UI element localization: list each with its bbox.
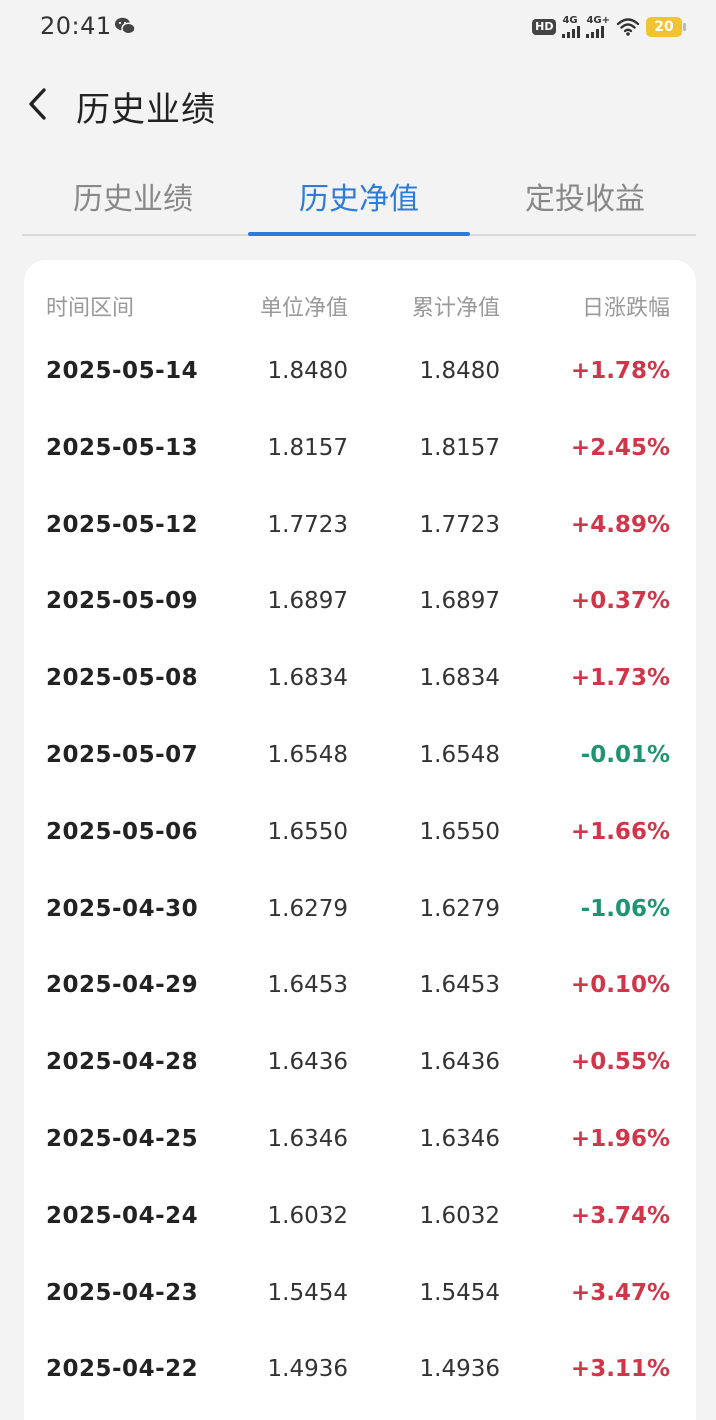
row-acc-nav: 1.6897 [419,588,500,615]
table-row[interactable]: 2025-05-09 1.6897 1.6897 +0.37% [24,586,696,662]
row-daily-change: +0.37% [570,588,670,615]
table-row[interactable]: 2025-05-14 1.8480 1.8480 +1.78% [24,356,696,432]
row-daily-change: +3.74% [570,1202,670,1229]
row-daily-change: +1.96% [570,1126,670,1152]
row-daily-change: -1.06% [580,895,670,922]
header: 历史业绩 [0,70,716,140]
signal-icon-2: 4G+ [586,16,610,38]
row-acc-nav: 1.4936 [419,1356,500,1383]
status-icons: HD 4G 4G+ 20 [532,14,686,40]
page-title: 历史业绩 [76,90,216,130]
table-row[interactable]: 2025-04-23 1.5454 1.5454 +3.47% [24,1278,696,1354]
row-unit-nav: 1.8480 [267,358,348,384]
table-row[interactable]: 2025-05-07 1.6548 1.6548 -0.01% [24,740,696,816]
table-row[interactable]: 2025-04-28 1.6436 1.6436 +0.55% [24,1047,696,1123]
column-header-daily-change: 日涨跌幅 [581,296,670,321]
table-row[interactable]: 2025-05-06 1.6550 1.6550 +1.66% [24,817,696,893]
signal-label-2: 4G+ [586,15,610,26]
row-acc-nav: 1.6834 [419,665,500,692]
row-acc-nav: 1.8157 [419,434,500,461]
row-unit-nav: 1.5454 [267,1279,348,1306]
column-header-acc-nav: 累计净值 [411,296,500,321]
status-time: 20:41 [40,12,112,40]
row-unit-nav: 1.6548 [267,742,348,768]
row-date: 2025-04-29 [46,972,199,999]
signal-label: 4G [562,15,578,26]
row-date: 2025-05-12 [46,511,199,538]
battery-icon: 20 [646,17,686,37]
row-date: 2025-04-25 [46,1126,199,1152]
row-acc-nav: 1.6032 [419,1202,500,1229]
table-row[interactable]: 2025-05-13 1.8157 1.8157 +2.45% [24,433,696,509]
tab-history-nav[interactable]: 历史净值 [299,182,419,217]
row-daily-change: -0.01% [580,742,670,768]
row-acc-nav: 1.6436 [419,1049,500,1076]
row-date: 2025-04-22 [46,1356,199,1383]
row-unit-nav: 1.6834 [267,665,348,692]
table-row[interactable]: 2025-04-29 1.6453 1.6453 +0.10% [24,970,696,1046]
row-date: 2025-05-13 [46,434,199,461]
row-date: 2025-04-30 [46,895,199,922]
table-row[interactable]: 2025-05-12 1.7723 1.7723 +4.89% [24,510,696,586]
row-acc-nav: 1.6279 [419,895,500,922]
nav-table-card: 时间区间 单位净值 累计净值 日涨跌幅 2025-05-14 1.8480 1.84… [24,260,696,1420]
row-acc-nav: 1.6346 [419,1126,500,1152]
row-unit-nav: 1.7723 [267,511,348,538]
row-date: 2025-05-06 [46,818,199,845]
row-date: 2025-04-28 [46,1049,199,1076]
row-daily-change: +1.78% [570,358,670,384]
signal-bars-2 [586,26,605,38]
row-unit-nav: 1.6032 [267,1202,348,1229]
active-tab-indicator [248,232,470,236]
tab-bar: 历史业绩 历史净值 定投收益 [22,160,696,236]
row-unit-nav: 1.6550 [267,818,348,845]
row-daily-change: +0.55% [570,1049,670,1076]
row-unit-nav: 1.6897 [267,588,348,615]
row-acc-nav: 1.5454 [419,1279,500,1306]
row-acc-nav: 1.6550 [419,818,500,845]
row-date: 2025-05-14 [46,358,199,384]
row-daily-change: +3.11% [570,1356,670,1383]
row-date: 2025-04-24 [46,1202,199,1229]
column-header-unit-nav: 单位净值 [259,296,348,321]
row-date: 2025-05-09 [46,588,199,615]
row-unit-nav: 1.6436 [267,1049,348,1076]
row-unit-nav: 1.4936 [267,1356,348,1383]
row-unit-nav: 1.6346 [267,1126,348,1152]
row-daily-change: +4.89% [570,511,670,538]
row-date: 2025-05-07 [46,742,199,768]
row-acc-nav: 1.6453 [419,972,500,999]
row-unit-nav: 1.8157 [267,434,348,461]
signal-bars [562,26,581,38]
wifi-icon [616,18,640,36]
row-date: 2025-05-08 [46,665,199,692]
row-daily-change: +1.66% [570,818,670,845]
table-row[interactable]: 2025-05-08 1.6834 1.6834 +1.73% [24,663,696,739]
table-row[interactable]: 2025-04-25 1.6346 1.6346 +1.96% [24,1124,696,1200]
hd-icon: HD [532,19,557,35]
row-daily-change: +3.47% [570,1279,670,1306]
table-row[interactable]: 2025-04-24 1.6032 1.6032 +3.74% [24,1201,696,1277]
row-daily-change: +1.73% [570,665,670,692]
chevron-left-icon[interactable] [24,84,54,124]
status-bar: 20:41 HD 4G 4G+ 20 [0,0,716,56]
row-daily-change: +2.45% [570,434,670,461]
row-unit-nav: 1.6453 [267,972,348,999]
table-row[interactable]: 2025-04-30 1.6279 1.6279 -1.06% [24,894,696,970]
wechat-icon [115,17,136,35]
row-date: 2025-04-23 [46,1279,199,1306]
row-acc-nav: 1.7723 [419,511,500,538]
row-unit-nav: 1.6279 [267,895,348,922]
tab-history-performance[interactable]: 历史业绩 [73,182,193,217]
column-header-date: 时间区间 [46,296,135,321]
row-daily-change: +0.10% [570,972,670,999]
tab-sip-returns[interactable]: 定投收益 [525,182,645,217]
table-row[interactable]: 2025-04-22 1.4936 1.4936 +3.11% [24,1354,696,1420]
signal-icon: 4G [562,15,581,38]
row-acc-nav: 1.6548 [419,742,500,768]
row-acc-nav: 1.8480 [419,358,500,384]
